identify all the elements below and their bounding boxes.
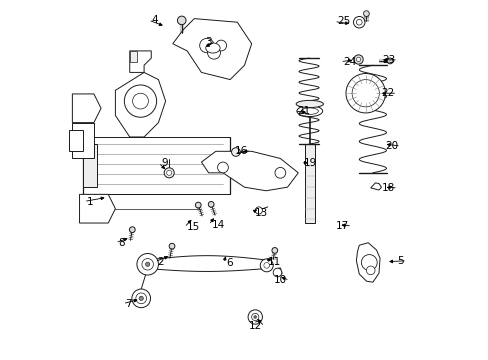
Circle shape: [271, 248, 277, 253]
Polygon shape: [72, 94, 101, 123]
Polygon shape: [83, 137, 230, 194]
Text: 20: 20: [384, 141, 397, 151]
Circle shape: [132, 93, 148, 109]
Polygon shape: [83, 144, 97, 187]
Text: 4: 4: [151, 15, 158, 25]
Polygon shape: [129, 51, 137, 62]
Circle shape: [124, 85, 156, 117]
Circle shape: [132, 289, 150, 308]
Text: 14: 14: [211, 220, 224, 230]
Bar: [304, 144, 314, 223]
Polygon shape: [356, 243, 379, 282]
Text: 13: 13: [254, 208, 267, 218]
Text: 6: 6: [226, 258, 233, 268]
Circle shape: [195, 202, 201, 208]
Circle shape: [169, 243, 175, 249]
Circle shape: [353, 17, 364, 28]
Circle shape: [137, 253, 158, 275]
Polygon shape: [274, 268, 282, 276]
Polygon shape: [201, 151, 298, 191]
Text: 24: 24: [343, 57, 356, 67]
Text: 3: 3: [205, 37, 212, 47]
Text: 19: 19: [303, 158, 316, 168]
Ellipse shape: [296, 106, 322, 117]
Circle shape: [179, 19, 184, 24]
Text: 1: 1: [86, 197, 93, 207]
Circle shape: [166, 170, 171, 175]
Circle shape: [260, 259, 273, 272]
Circle shape: [363, 11, 368, 17]
Circle shape: [139, 296, 143, 301]
Ellipse shape: [296, 100, 323, 108]
Polygon shape: [115, 72, 165, 137]
Polygon shape: [86, 194, 108, 209]
Text: 22: 22: [380, 88, 394, 98]
Circle shape: [273, 268, 281, 277]
Circle shape: [207, 46, 220, 59]
Circle shape: [264, 262, 269, 268]
Circle shape: [247, 310, 262, 324]
Text: 11: 11: [267, 257, 281, 267]
Circle shape: [346, 73, 385, 113]
Polygon shape: [370, 183, 381, 190]
Bar: [69, 130, 83, 151]
Text: 23: 23: [381, 55, 394, 65]
Circle shape: [199, 39, 214, 53]
Circle shape: [274, 167, 285, 178]
Circle shape: [253, 316, 256, 319]
Text: 15: 15: [187, 222, 200, 232]
Text: 21: 21: [297, 106, 310, 116]
Circle shape: [353, 55, 363, 64]
Text: 2: 2: [158, 257, 164, 267]
Text: 17: 17: [335, 221, 348, 231]
Circle shape: [361, 255, 376, 270]
Circle shape: [208, 202, 214, 207]
Circle shape: [251, 314, 258, 320]
Ellipse shape: [301, 108, 318, 114]
Circle shape: [231, 148, 240, 156]
Circle shape: [386, 58, 392, 64]
Circle shape: [351, 80, 379, 107]
Text: 16: 16: [234, 145, 247, 156]
Circle shape: [215, 40, 226, 51]
Polygon shape: [72, 123, 94, 158]
Text: 7: 7: [125, 299, 132, 309]
Circle shape: [177, 16, 185, 25]
Text: 5: 5: [397, 256, 403, 266]
Text: 10: 10: [273, 275, 286, 285]
Text: 18: 18: [381, 183, 394, 193]
Text: 8: 8: [118, 238, 124, 248]
Circle shape: [136, 293, 146, 304]
Circle shape: [356, 19, 362, 25]
Text: 25: 25: [336, 17, 349, 27]
Circle shape: [255, 207, 262, 214]
Polygon shape: [80, 194, 115, 223]
Circle shape: [366, 266, 374, 275]
Circle shape: [217, 162, 228, 173]
Text: 12: 12: [248, 321, 261, 331]
Circle shape: [145, 262, 149, 266]
Polygon shape: [129, 51, 151, 72]
Ellipse shape: [205, 43, 220, 53]
Circle shape: [142, 258, 153, 270]
Circle shape: [129, 227, 135, 233]
Polygon shape: [172, 19, 251, 80]
Circle shape: [164, 168, 174, 178]
Circle shape: [356, 57, 360, 62]
Text: 9: 9: [161, 158, 167, 168]
